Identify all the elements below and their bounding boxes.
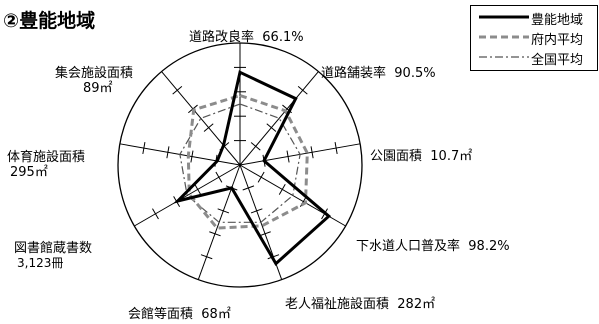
axis-value: 66.1% bbox=[262, 30, 304, 45]
axis-name: 下水道人口普及率 bbox=[356, 239, 461, 254]
legend-item-national: 全国平均 bbox=[471, 48, 597, 68]
axis-tick bbox=[266, 123, 277, 132]
series-line-0 bbox=[172, 70, 332, 266]
legend-label: 府内平均 bbox=[531, 33, 584, 48]
series-line-2 bbox=[179, 103, 301, 223]
axis-tick bbox=[334, 142, 338, 155]
axis-label-7: 体育施設面積 295㎡ bbox=[7, 150, 85, 180]
legend-item-prefecture: 府内平均 bbox=[471, 28, 597, 48]
legend-label: 豊能地域 bbox=[531, 13, 584, 28]
axis-label-8: 集会施設面積 89㎡ bbox=[55, 66, 133, 96]
legend-swatch-dashed bbox=[479, 35, 529, 39]
axis-name: 公園面積 bbox=[370, 149, 423, 164]
axis-name: 老人福祉施設面積 bbox=[285, 297, 390, 312]
series-line-1 bbox=[186, 93, 309, 230]
axis-tick bbox=[200, 254, 213, 260]
axis-tick bbox=[259, 231, 271, 237]
axis-tick bbox=[172, 85, 183, 95]
axis-name: 道路改良率 bbox=[189, 30, 255, 45]
axis-tick bbox=[215, 171, 223, 183]
series-group bbox=[172, 70, 332, 266]
axis-tick bbox=[310, 146, 314, 159]
axis-label-1: 道路舗装率 90.5% bbox=[321, 66, 436, 81]
axis-line bbox=[134, 164, 241, 227]
axis-value: 90.5% bbox=[394, 66, 436, 81]
axis-name: 道路舗装率 bbox=[321, 66, 387, 81]
axis-value: 10.7㎡ bbox=[430, 149, 473, 164]
axis-tick bbox=[250, 142, 261, 151]
axis-tick bbox=[190, 150, 194, 163]
axis-tick bbox=[166, 146, 170, 159]
legend-label: 全国平均 bbox=[531, 53, 584, 68]
axis-name: 体育施設面積 bbox=[7, 150, 86, 165]
axis-name: 集会施設面積 bbox=[55, 66, 134, 81]
axis-name: 図書館蔵書数 bbox=[14, 241, 93, 256]
axis-value: 295㎡ bbox=[10, 165, 48, 180]
legend-swatch-solid bbox=[479, 15, 529, 19]
axis-tick bbox=[209, 231, 221, 237]
axis-tick bbox=[142, 142, 146, 155]
axis-line bbox=[239, 71, 319, 166]
axis-value: 89㎡ bbox=[83, 81, 113, 96]
axis-tick bbox=[286, 150, 290, 163]
axis-label-3: 下水道人口普及率 98.2% bbox=[356, 239, 510, 254]
axis-name: 会館等面積 bbox=[128, 307, 194, 322]
axis-label-4: 老人福祉施設面積 282㎡ bbox=[285, 297, 435, 312]
legend-swatch-dashdot bbox=[479, 56, 529, 58]
axis-tick bbox=[217, 208, 230, 214]
axis-value: 98.2% bbox=[468, 239, 510, 254]
axis-value: 68㎡ bbox=[201, 307, 231, 322]
axis-tick bbox=[194, 183, 202, 195]
axis-tick bbox=[242, 185, 255, 191]
legend-item-toyono: 豊能地域 bbox=[471, 8, 597, 28]
axis-value: 3,123冊 bbox=[17, 256, 64, 270]
axis-label-5: 会館等面積 68㎡ bbox=[128, 307, 231, 322]
axis-tick bbox=[257, 171, 265, 183]
axis-label-0: 道路改良率 66.1% bbox=[189, 30, 304, 45]
legend: 豊能地域 府内平均 全国平均 bbox=[470, 5, 598, 71]
axis-tick bbox=[250, 208, 263, 214]
axis-label-2: 公園面積 10.7㎡ bbox=[370, 149, 472, 164]
axis-line bbox=[161, 71, 241, 166]
axis-label-6: 図書館蔵書数 3,123冊 bbox=[14, 241, 92, 271]
axis-tick bbox=[152, 208, 159, 220]
chart-title: ②豊能地域 bbox=[3, 10, 96, 32]
axis-tick bbox=[203, 123, 214, 132]
axis-tick bbox=[278, 183, 286, 195]
axis-tick bbox=[297, 85, 308, 95]
axis-value: 282㎡ bbox=[397, 297, 436, 312]
